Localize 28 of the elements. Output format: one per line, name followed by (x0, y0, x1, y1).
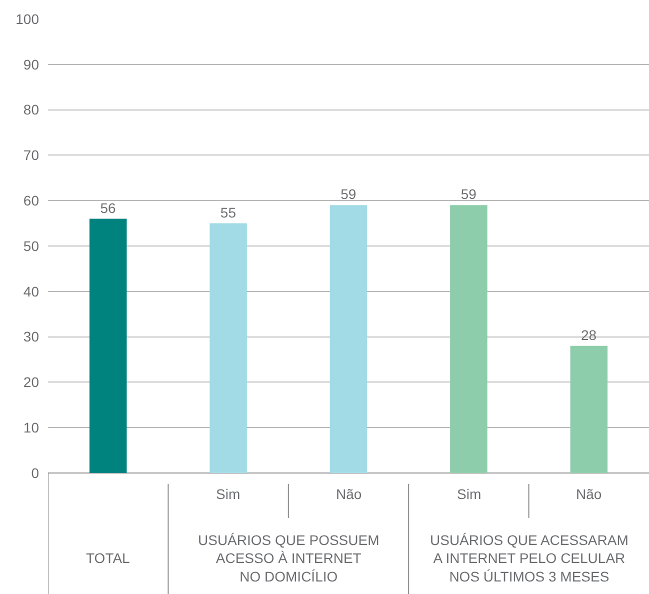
y-tick-label: 30 (23, 328, 40, 345)
bar (570, 346, 608, 473)
x-tick-label: Não (336, 486, 362, 502)
y-tick-label: 80 (23, 102, 40, 118)
x-tick-label: Não (576, 486, 602, 502)
data-label: 59 (460, 186, 477, 202)
bar (210, 223, 247, 473)
x-tick-label: Sim (216, 486, 240, 502)
bar (330, 205, 368, 473)
data-label: 56 (100, 200, 116, 216)
y-tick-label: 40 (23, 283, 40, 300)
text: USUÁRIOS QUE POSSUEM ACESSO À INTERNET NO DOMICÍLIO (198, 532, 380, 584)
data-label: 55 (220, 204, 236, 220)
x-tick-label: Sim (457, 486, 482, 502)
bar (450, 205, 488, 473)
text: TOTAL (86, 550, 130, 566)
y-tick-label: 10 (23, 420, 40, 436)
data-label: 59 (340, 186, 356, 202)
bar (89, 218, 127, 473)
y-tick-label: 100 (16, 10, 40, 27)
y-tick-label: 90 (23, 56, 40, 72)
text: USUÁRIOS QUE ACESSARAM A INTERNET PELO CELULAR NOS ÚLTIMOS 3 MESES (430, 532, 628, 584)
y-tick-label: 50 (23, 238, 40, 254)
y-tick-label: 70 (23, 147, 40, 164)
y-tick-label: 60 (23, 192, 40, 208)
y-tick-label: 20 (23, 374, 40, 390)
y-tick-label: 0 (31, 464, 40, 481)
data-label: 28 (581, 326, 597, 343)
